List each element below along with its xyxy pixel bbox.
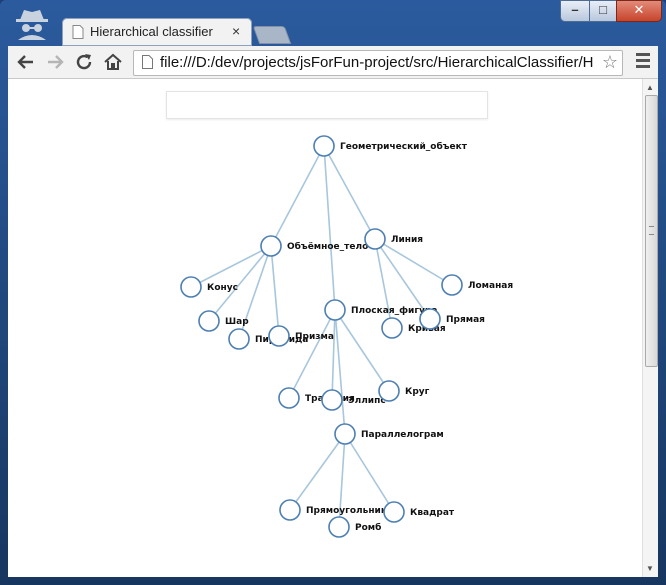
tree-node-circle[interactable]: Круг <box>378 380 430 402</box>
minimize-icon: – <box>571 2 579 17</box>
tree-node-prism[interactable]: Призма <box>268 325 334 347</box>
tree-node-root[interactable]: Геометрический_объект <box>313 135 468 157</box>
maximize-button[interactable]: □ <box>589 0 617 22</box>
minimize-button[interactable]: – <box>560 0 590 22</box>
tree-node-circle[interactable] <box>441 274 463 296</box>
tree-link-flat-circle <box>334 309 390 392</box>
tree-link-root-solid <box>270 145 325 247</box>
tree-node-square[interactable]: Квадрат <box>383 501 455 523</box>
tree-node-parallelogram[interactable]: Параллелограм <box>334 423 444 445</box>
tree-node-circle[interactable] <box>381 317 403 339</box>
tree-link-flat-trapezoid <box>288 309 336 399</box>
tree-node-circle[interactable] <box>268 325 290 347</box>
tree-node-cone[interactable]: Конус <box>180 276 238 298</box>
tree-link-solid-pyramid <box>238 245 272 340</box>
tree-node-rhombus[interactable]: Ромб <box>328 516 381 538</box>
tree-node-flat[interactable]: Плоская_фигура <box>324 299 437 321</box>
tree-node-label: Шар <box>225 317 249 327</box>
tree-node-circle[interactable] <box>278 387 300 409</box>
tree-node-circle[interactable] <box>324 299 346 321</box>
home-icon[interactable] <box>103 52 123 72</box>
tree-node-rectangle[interactable]: Прямоугольник <box>279 499 387 521</box>
classifier-tree: Геометрический_объект Объёмное_тело Линия П… <box>180 135 513 538</box>
tree-node-label: Квадрат <box>410 508 455 518</box>
tree-node-circle[interactable] <box>180 276 202 298</box>
page-icon <box>72 25 84 39</box>
tree-node-circle[interactable] <box>364 228 386 250</box>
tree-link-line-polyline <box>374 238 453 286</box>
url-text: file:///D:/dev/projects/jsForFun-project… <box>160 54 594 71</box>
tree-node-label: Геометрический_объект <box>340 141 468 152</box>
tree-node-trapezoid[interactable]: Трапеция <box>278 387 355 409</box>
tree-link-parallelogram-square <box>344 433 395 513</box>
tree-node-circle[interactable] <box>419 308 441 330</box>
tree-node-polyline[interactable]: Ломаная <box>441 274 513 296</box>
forward-arrow-icon[interactable] <box>45 52 65 72</box>
tree-link-flat-ellipse <box>331 309 336 401</box>
tree-link-parallelogram-rectangle <box>289 433 346 511</box>
title-bar: Hierarchical classifier × – □ ✕ <box>0 0 666 46</box>
tree-link-root-flat <box>323 145 336 311</box>
vertical-scrollbar[interactable]: ▲ ▼ <box>642 79 658 577</box>
tree-node-label: Ломаная <box>468 281 513 291</box>
tree-node-line[interactable]: Линия <box>364 228 423 250</box>
menu-icon[interactable] <box>636 53 650 71</box>
tree-node-circle[interactable] <box>198 310 220 332</box>
tree-node-label: Конус <box>207 283 238 293</box>
tree-node-circle[interactable] <box>228 328 250 350</box>
tree-link-line-curve <box>374 238 393 329</box>
tree-node-label: Круг <box>405 387 430 397</box>
tree-link-line-straight <box>374 238 431 320</box>
tree-node-label: Параллелограм <box>361 430 444 440</box>
tree-link-solid-cone <box>190 245 272 288</box>
scroll-up-arrow-icon[interactable]: ▲ <box>646 83 654 92</box>
tree-link-parallelogram-rhombus <box>338 433 346 528</box>
tree-node-circle[interactable] <box>383 501 405 523</box>
tree-node-label: Плоская_фигура <box>351 306 437 316</box>
maximize-icon: □ <box>599 2 607 17</box>
close-window-button[interactable]: ✕ <box>616 0 662 22</box>
tree-node-label: Прямоугольник <box>306 506 387 516</box>
browser-toolbar: file:///D:/dev/projects/jsForFun-project… <box>8 46 658 79</box>
tree-node-sphere[interactable]: Шар <box>198 310 249 332</box>
tab-title: Hierarchical classifier <box>90 24 213 39</box>
tree-node-circle[interactable] <box>260 235 282 257</box>
tree-link-flat-parallelogram <box>334 309 346 435</box>
tab-hierarchical-classifier[interactable]: Hierarchical classifier × <box>62 18 252 46</box>
new-tab-button[interactable] <box>252 26 292 44</box>
tree-node-label: Прямая <box>446 315 485 325</box>
page-icon <box>142 55 153 69</box>
tab-close-button[interactable]: × <box>232 23 241 39</box>
scrollbar-thumb[interactable] <box>645 95 658 367</box>
incognito-icon <box>16 10 48 40</box>
tree-node-ellipse[interactable]: Эллипс <box>321 389 386 411</box>
back-arrow-icon[interactable] <box>16 52 36 72</box>
scroll-down-arrow-icon[interactable]: ▼ <box>646 564 654 573</box>
tree-node-solid[interactable]: Объёмное_тело <box>260 235 368 257</box>
tree-node-circle[interactable] <box>328 516 350 538</box>
tree-node-circle[interactable] <box>321 389 343 411</box>
tree-link-solid-prism <box>270 245 280 337</box>
tree-node-label: Объёмное_тело <box>287 241 368 252</box>
tree-node-circle[interactable] <box>279 499 301 521</box>
address-bar[interactable]: file:///D:/dev/projects/jsForFun-project… <box>133 50 623 76</box>
tree-node-label: Ромб <box>355 522 381 533</box>
tree-node-circle[interactable] <box>378 380 400 402</box>
tree-node-straight[interactable]: Прямая <box>419 308 485 330</box>
page-content: Геометрический_объект Объёмное_тело Линия П… <box>8 79 658 577</box>
tree-link-solid-sphere <box>208 245 272 322</box>
tree-link-root-line <box>323 145 376 240</box>
reload-icon[interactable] <box>74 52 94 72</box>
tree-node-label: Призма <box>295 332 334 342</box>
tree-node-circle[interactable] <box>313 135 335 157</box>
close-icon: ✕ <box>633 2 645 17</box>
search-input[interactable] <box>166 91 488 119</box>
bookmark-star-icon[interactable]: ☆ <box>601 52 618 72</box>
tree-node-label: Эллипс <box>348 396 386 406</box>
tree-node-label: Линия <box>391 235 423 245</box>
tree-node-circle[interactable] <box>334 423 356 445</box>
